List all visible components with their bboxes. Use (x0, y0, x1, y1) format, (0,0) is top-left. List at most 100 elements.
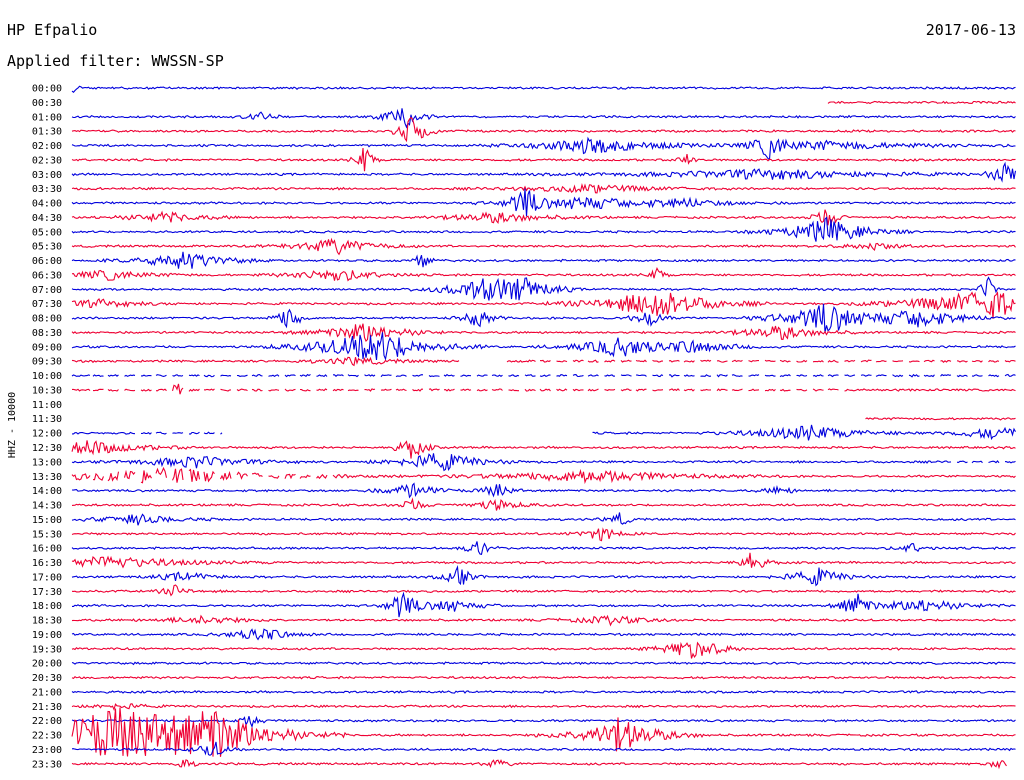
time-tick-1630: 16:30 (32, 558, 62, 569)
trace-line-0300 (71, 161, 1017, 183)
trace-line-0500 (71, 216, 1016, 242)
time-tick-1900: 19:00 (32, 630, 62, 641)
trace-line-0230 (71, 147, 1016, 172)
trace-line-0000 (71, 85, 1016, 93)
trace-line-0100 (71, 108, 1016, 129)
time-tick-0200: 02:00 (32, 141, 62, 152)
time-tick-2200: 22:00 (32, 716, 62, 727)
trace-line-2300 (71, 741, 1016, 756)
trace-line-1700 (71, 565, 1016, 587)
time-tick-1700: 17:00 (32, 572, 62, 583)
trace-line-0200 (71, 136, 1016, 161)
trace-line-0400 (71, 188, 1016, 217)
trace-line-1130 (865, 416, 1016, 421)
time-tick-0230: 02:30 (32, 155, 62, 166)
time-tick-2030: 20:30 (32, 673, 62, 684)
time-tick-labels: 00:00 00:30 01:00 01:30 02:00 02:30 03:00 03:30… (32, 84, 62, 771)
time-tick-1830: 18:30 (32, 616, 62, 627)
time-tick-0030: 00:30 (32, 98, 62, 109)
time-tick-0130: 01:30 (32, 127, 62, 138)
trace-line-1430 (71, 497, 1016, 511)
seismic-traces (71, 85, 1017, 770)
filter-label: Applied filter: WWSSN-SP (7, 52, 224, 70)
trace-line-0730 (71, 291, 1016, 319)
trace-line-1630 (71, 552, 1016, 569)
channel-axis-label: HHZ - 10000 (7, 392, 18, 458)
station-name: HP Efpalio (7, 21, 97, 39)
trace-line-2230 (71, 707, 1016, 757)
trace-line-1030 (72, 383, 1016, 395)
time-tick-1500: 15:00 (32, 515, 62, 526)
trace-line-1530 (71, 527, 1016, 542)
time-tick-0800: 08:00 (32, 314, 62, 325)
time-tick-1600: 16:00 (32, 544, 62, 555)
time-tick-0100: 01:00 (32, 112, 62, 123)
time-tick-2300: 23:00 (32, 745, 62, 756)
time-tick-0930: 09:30 (32, 357, 62, 368)
trace-line-2200 (71, 715, 1016, 729)
trace-line-0700 (71, 276, 1016, 301)
trace-line-1400 (71, 482, 1016, 499)
time-tick-1430: 14:30 (32, 501, 62, 512)
time-tick-1730: 17:30 (32, 587, 62, 598)
time-tick-1030: 10:30 (32, 385, 62, 396)
time-tick-0400: 04:00 (32, 199, 62, 210)
time-tick-2130: 21:30 (32, 702, 62, 713)
trace-line-0800 (71, 303, 1016, 333)
time-tick-2230: 22:30 (32, 731, 62, 742)
trace-line-0530 (71, 237, 1016, 256)
time-tick-1100: 11:00 (32, 400, 62, 411)
trace-line-0130 (71, 116, 1016, 143)
time-tick-0500: 05:00 (32, 227, 62, 238)
time-tick-1800: 18:00 (32, 601, 62, 612)
time-tick-2100: 21:00 (32, 687, 62, 698)
trace-line-1330 (71, 466, 1016, 485)
time-tick-0630: 06:30 (32, 270, 62, 281)
time-tick-1930: 19:30 (32, 644, 62, 655)
trace-line-1930 (71, 641, 1016, 659)
time-tick-0300: 03:00 (32, 170, 62, 181)
time-tick-0730: 07:30 (32, 299, 62, 310)
trace-line-2330 (71, 759, 1007, 770)
trace-line-1830 (71, 614, 1016, 627)
trace-line-0830 (71, 323, 1016, 342)
time-tick-0830: 08:30 (32, 328, 62, 339)
time-tick-2000: 20:00 (32, 659, 62, 670)
trace-line-1230 (71, 440, 1016, 459)
trace-line-2000 (71, 661, 1016, 666)
trace-line-2030 (71, 675, 1016, 680)
trace-line-1300 (71, 453, 1016, 472)
time-tick-0330: 03:30 (32, 184, 62, 195)
time-tick-1300: 13:00 (32, 457, 62, 468)
trace-line-1800 (72, 591, 1016, 618)
trace-line-2130 (71, 703, 1016, 711)
trace-line-0630 (71, 266, 1016, 282)
trace-line-0430 (71, 209, 1016, 226)
trace-line-0900 (71, 332, 1016, 361)
trace-line-0330 (71, 182, 1016, 194)
trace-line-1600 (71, 541, 1016, 555)
time-tick-0000: 00:00 (32, 84, 62, 95)
time-tick-1230: 12:30 (32, 443, 62, 454)
time-tick-0600: 06:00 (32, 256, 62, 267)
trace-line-1900 (71, 628, 1016, 641)
trace-line-1730 (71, 584, 1016, 597)
trace-line-1200 (72, 424, 1016, 441)
record-date: 2017-06-13 (926, 21, 1016, 39)
trace-line-1500 (71, 512, 1016, 526)
time-tick-0430: 04:30 (32, 213, 62, 224)
trace-line-2100 (71, 690, 1016, 694)
time-tick-1530: 15:30 (32, 529, 62, 540)
trace-line-1000 (71, 373, 1016, 378)
time-tick-1130: 11:30 (32, 414, 62, 425)
time-tick-1400: 14:00 (32, 486, 62, 497)
time-tick-1000: 10:00 (32, 371, 62, 382)
time-tick-0900: 09:00 (32, 342, 62, 353)
time-tick-1330: 13:30 (32, 472, 62, 483)
time-tick-1200: 12:00 (32, 429, 62, 440)
trace-line-0030 (827, 100, 1016, 105)
time-tick-0530: 05:30 (32, 242, 62, 253)
time-tick-0700: 07:00 (32, 285, 62, 296)
time-tick-2330: 23:30 (32, 759, 62, 770)
